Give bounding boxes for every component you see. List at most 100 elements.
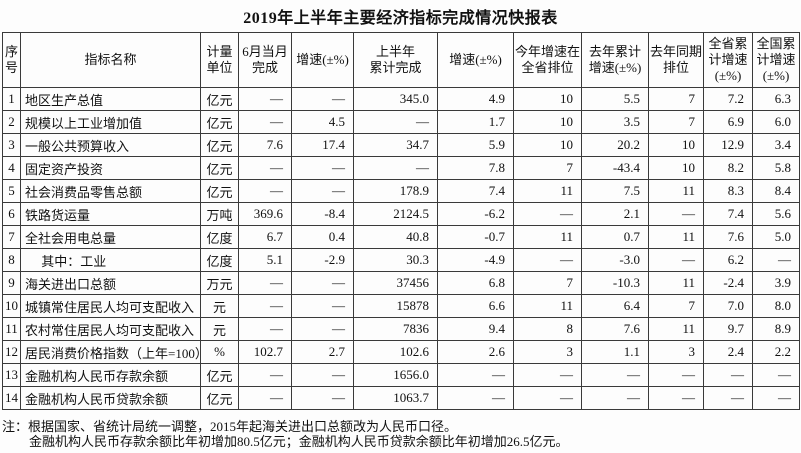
cell-province-growth: 2.4: [703, 340, 753, 364]
col-header-unit: 计量 单位: [200, 32, 239, 88]
cell-halfyear-value: 1063.7: [353, 386, 438, 410]
table-row: 7 全社会用电总量 亿度 6.7 0.4 40.8 -0.7 11 0.7 11…: [2, 225, 800, 249]
page-title: 2019年上半年主要经济指标完成情况快报表: [243, 10, 558, 27]
cell-indicator-name: 其中：工业: [20, 248, 201, 272]
cell-thisyear-province-rank: 10: [513, 133, 582, 157]
cell-national-growth: —: [752, 248, 800, 272]
cell-lastyear-growth: 7.6: [581, 317, 649, 341]
cell-no: 6: [2, 202, 21, 226]
cell-unit: 万元: [200, 271, 239, 295]
table-row: 14 金融机构人民币贷款余额 亿元 — — 1063.7 — — — — — —: [2, 386, 800, 410]
cell-lastyear-growth: 7.5: [581, 179, 649, 203]
cell-halfyear-growth: —: [437, 363, 514, 387]
table-row: 1 地区生产总值 亿元 — — 345.0 4.9 10 5.5 7 7.2 6…: [2, 87, 800, 111]
cell-halfyear-value: 102.6: [353, 340, 438, 364]
cell-june-growth: —: [291, 294, 354, 318]
cell-thisyear-province-rank: 8: [513, 317, 582, 341]
cell-national-growth: 3.9: [752, 271, 800, 295]
col-header-halfyear-completed: 上半年 累计完成: [353, 32, 438, 88]
notes: 注：根据国家、省统计局统一调整，2015年起海关进出口总额改为人民币口径。 金融…: [2, 419, 801, 449]
table-row: 11 农村常住居民人均可支配收入 元 — — 7836 9.4 8 7.6 11…: [2, 317, 800, 341]
col-header-thisyear-province-rank: 今年增速在 全省排位: [513, 32, 582, 88]
cell-indicator-name: 城镇常住居民人均可支配收入: [20, 294, 201, 318]
cell-thisyear-province-rank: —: [513, 202, 582, 226]
table-row: 8 其中：工业 亿度 5.1 -2.9 30.3 -4.9 — -3.0 — 6…: [2, 248, 800, 272]
cell-province-growth: 7.2: [703, 87, 753, 111]
cell-june-value: 7.6: [238, 133, 292, 157]
cell-lastyear-rank: —: [648, 248, 704, 272]
table-row: 2 规模以上工业增加值 亿元 — 4.5 — 1.7 10 3.5 7 6.9 …: [2, 110, 800, 134]
cell-unit: 亿元: [200, 133, 239, 157]
cell-halfyear-growth: —: [437, 386, 514, 410]
cell-province-growth: 6.2: [703, 248, 753, 272]
cell-province-growth: —: [703, 363, 753, 387]
table-body: 1 地区生产总值 亿元 — — 345.0 4.9 10 5.5 7 7.2 6…: [2, 87, 800, 410]
cell-lastyear-rank: —: [648, 363, 704, 387]
cell-indicator-name: 规模以上工业增加值: [20, 110, 201, 134]
cell-halfyear-growth: -4.9: [437, 248, 514, 272]
cell-halfyear-growth: 6.8: [437, 271, 514, 295]
cell-national-growth: 5.8: [752, 156, 800, 180]
cell-province-growth: —: [703, 386, 753, 410]
indicators-table: 序 号 指标名称 计量 单位 6月当月 完成 增速(±%) 上半年 累计完成 增…: [2, 32, 800, 410]
cell-province-growth: 9.7: [703, 317, 753, 341]
cell-lastyear-rank: 3: [648, 340, 704, 364]
cell-thisyear-province-rank: 3: [513, 340, 582, 364]
cell-lastyear-growth: 2.1: [581, 202, 649, 226]
cell-thisyear-province-rank: —: [513, 363, 582, 387]
cell-lastyear-rank: —: [648, 202, 704, 226]
cell-june-growth: -8.4: [291, 202, 354, 226]
cell-halfyear-value: 178.9: [353, 179, 438, 203]
cell-lastyear-growth: 1.1: [581, 340, 649, 364]
cell-unit: 亿元: [200, 110, 239, 134]
cell-unit: %: [200, 340, 239, 364]
cell-halfyear-growth: 6.6: [437, 294, 514, 318]
cell-lastyear-growth: 6.4: [581, 294, 649, 318]
cell-thisyear-province-rank: —: [513, 248, 582, 272]
cell-lastyear-growth: 5.5: [581, 87, 649, 111]
cell-halfyear-growth: 5.9: [437, 133, 514, 157]
cell-lastyear-rank: —: [648, 386, 704, 410]
cell-lastyear-growth: —: [581, 386, 649, 410]
cell-june-growth: 17.4: [291, 133, 354, 157]
cell-national-growth: 8.4: [752, 179, 800, 203]
cell-no: 3: [2, 133, 21, 157]
cell-no: 13: [2, 363, 21, 387]
cell-unit: 亿元: [200, 386, 239, 410]
cell-thisyear-province-rank: 7: [513, 271, 582, 295]
cell-province-growth: 6.9: [703, 110, 753, 134]
cell-no: 4: [2, 156, 21, 180]
cell-lastyear-growth: —: [581, 363, 649, 387]
cell-national-growth: 8.0: [752, 294, 800, 318]
col-header-june-growth: 增速(±%): [291, 32, 354, 88]
col-header-lastyear-cumulative-growth: 去年累计 增速(±%): [581, 32, 649, 88]
cell-national-growth: 5.0: [752, 225, 800, 249]
cell-june-growth: —: [291, 317, 354, 341]
cell-national-growth: 2.2: [752, 340, 800, 364]
cell-province-growth: 8.3: [703, 179, 753, 203]
col-header-halfyear-growth: 增速(±%): [437, 32, 514, 88]
cell-thisyear-province-rank: 7: [513, 156, 582, 180]
cell-lastyear-rank: 11: [648, 179, 704, 203]
cell-no: 7: [2, 225, 21, 249]
cell-national-growth: —: [752, 386, 800, 410]
cell-june-growth: —: [291, 156, 354, 180]
cell-indicator-name: 金融机构人民币存款余额: [20, 363, 201, 387]
cell-no: 9: [2, 271, 21, 295]
cell-no: 11: [2, 317, 21, 341]
table-row: 12 居民消费价格指数（上年=100） % 102.7 2.7 102.6 2.…: [2, 340, 800, 364]
cell-indicator-name: 居民消费价格指数（上年=100）: [20, 340, 201, 364]
cell-unit: 元: [200, 317, 239, 341]
note-line-2: 金融机构人民币存款余额比年初增加80.5亿元；金融机构人民币贷款余额比年初增加2…: [29, 434, 569, 449]
table-row: 4 固定资产投资 亿元 — — — 7.8 7 -43.4 10 8.2 5.8: [2, 156, 800, 180]
cell-indicator-name: 金融机构人民币贷款余额: [20, 386, 201, 410]
cell-halfyear-growth: 4.9: [437, 87, 514, 111]
cell-june-value: 5.1: [238, 248, 292, 272]
cell-national-growth: 6.3: [752, 87, 800, 111]
cell-halfyear-growth: 9.4: [437, 317, 514, 341]
cell-june-value: 6.7: [238, 225, 292, 249]
col-header-june-completed: 6月当月 完成: [238, 32, 292, 88]
cell-halfyear-value: 37456: [353, 271, 438, 295]
cell-province-growth: 7.4: [703, 202, 753, 226]
